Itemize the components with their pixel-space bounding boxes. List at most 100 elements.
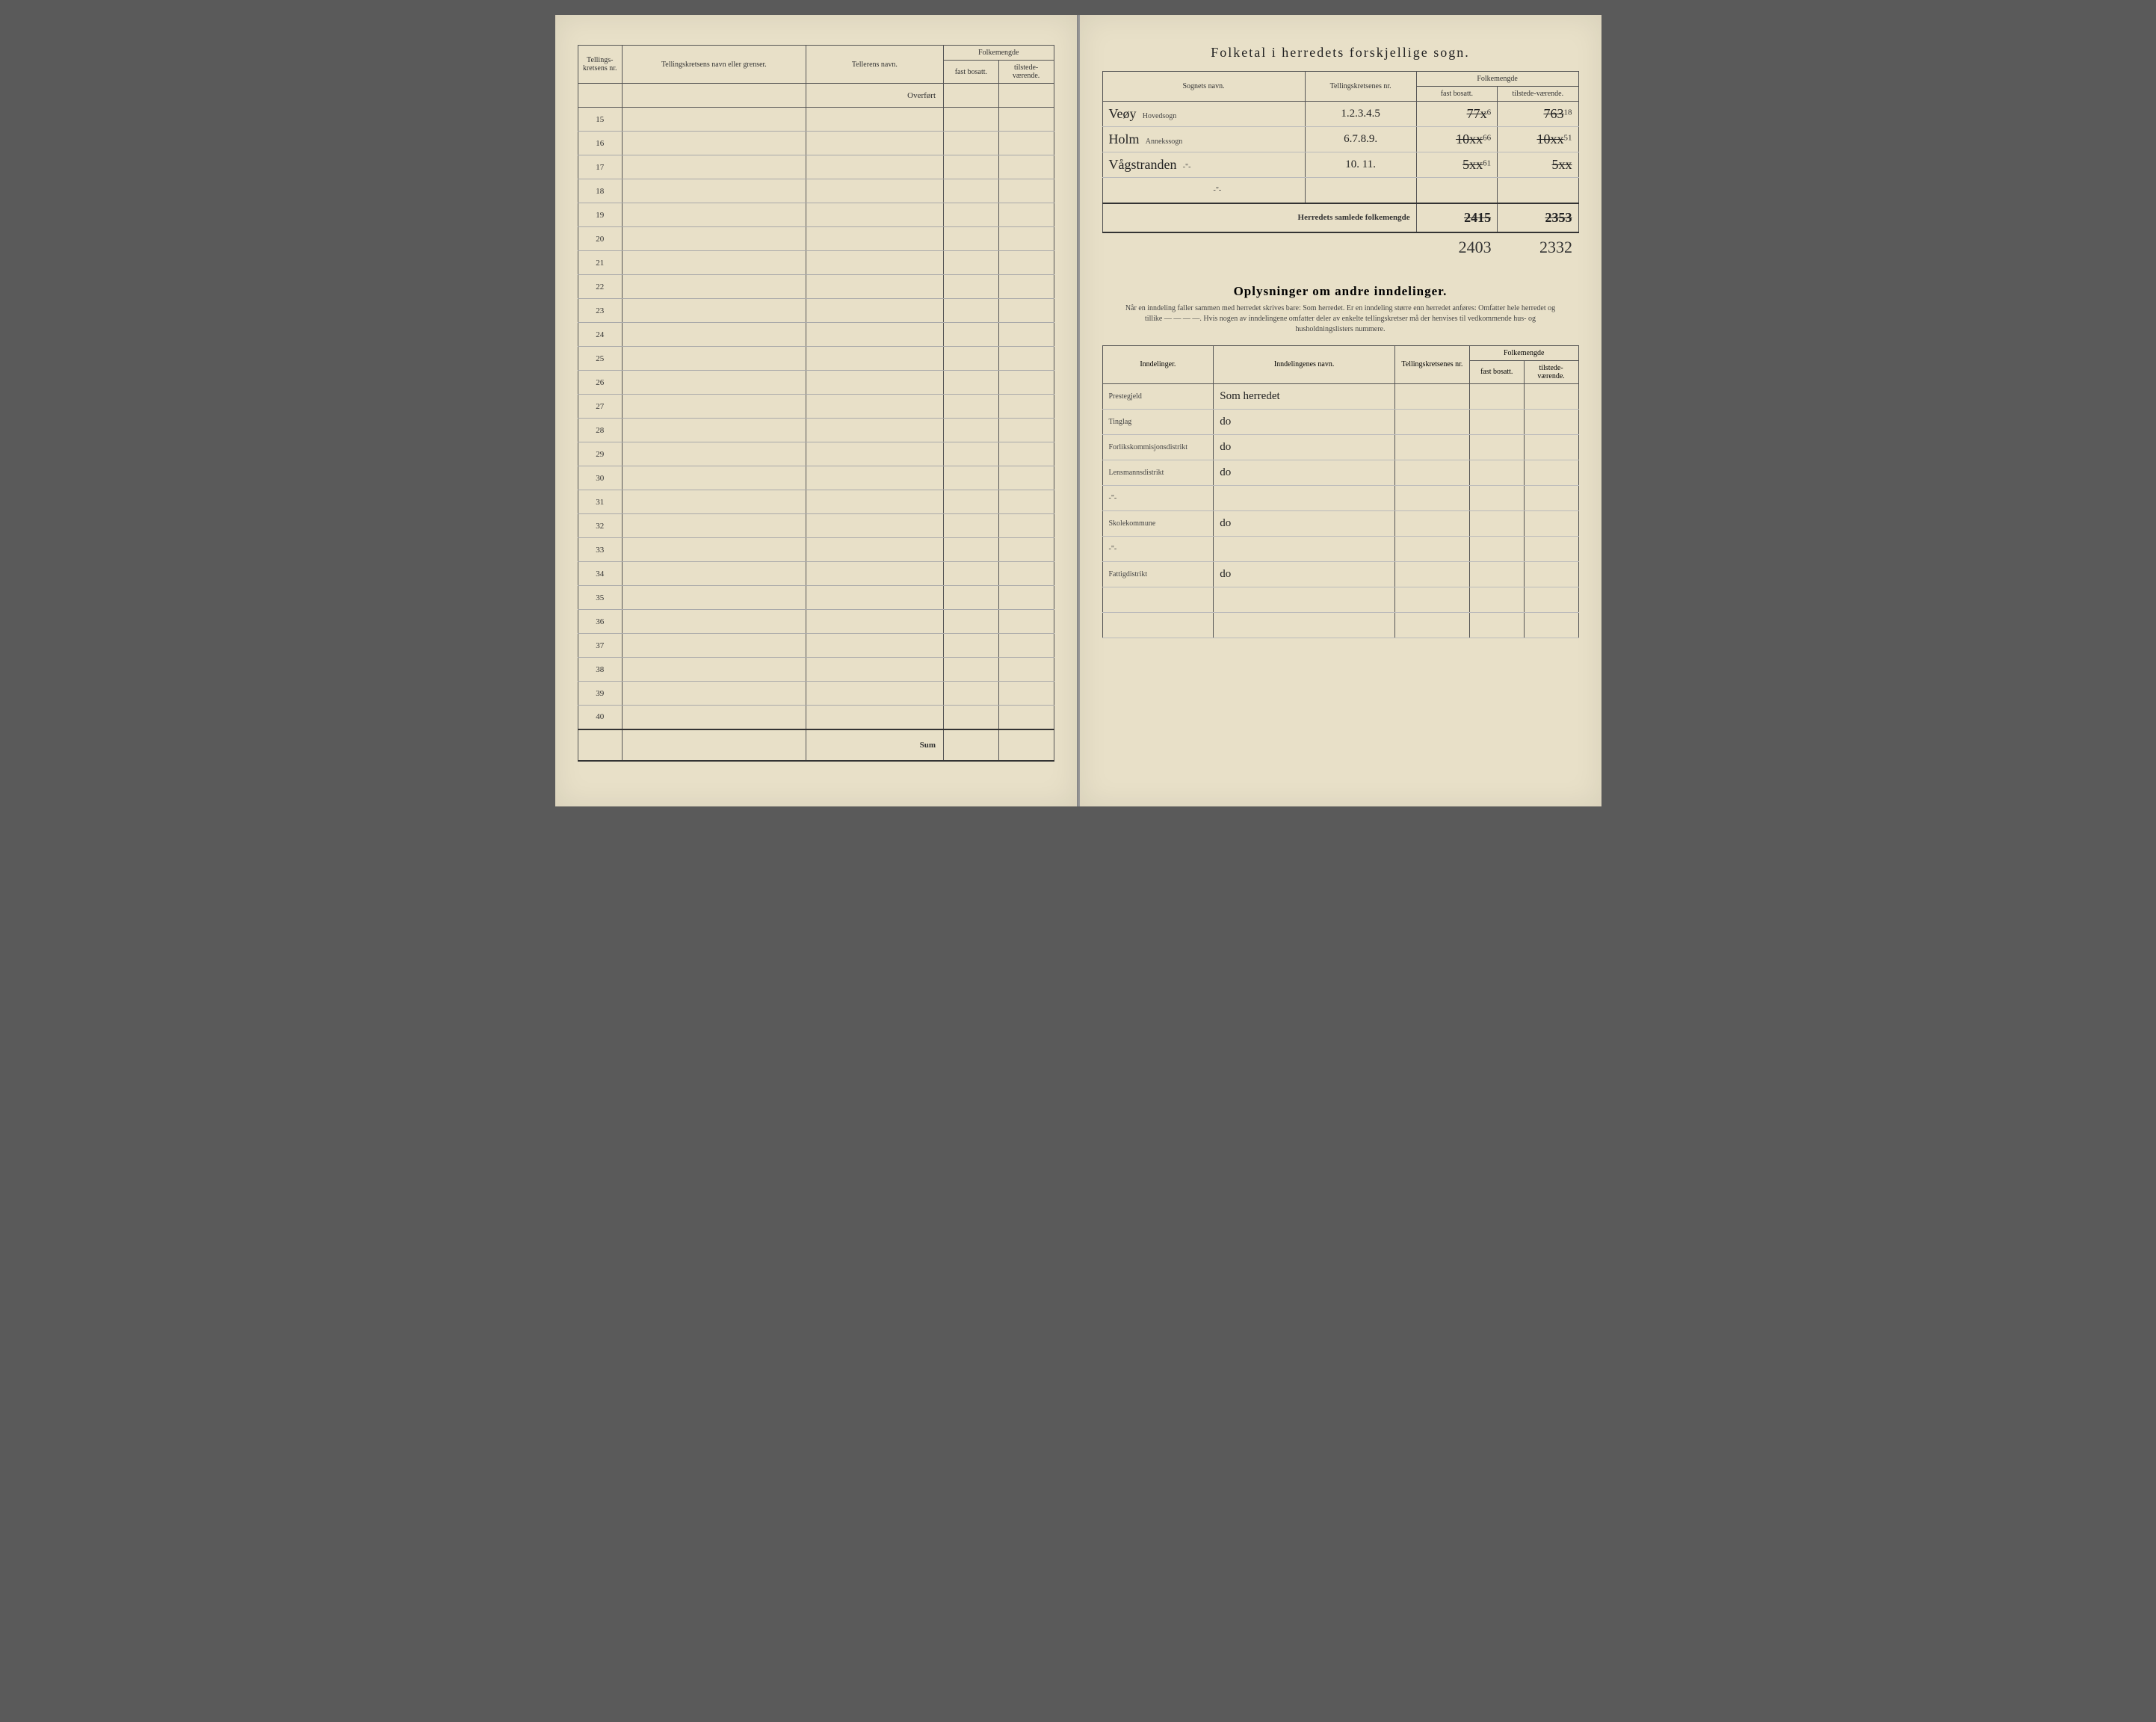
table-row: 32 bbox=[578, 514, 1054, 538]
table-row: 27 bbox=[578, 395, 1054, 419]
table-row: 33 bbox=[578, 538, 1054, 562]
inndel-val: do bbox=[1220, 441, 1231, 453]
row-nr: 32 bbox=[578, 514, 622, 538]
sogn-row: Veøy Hovedsogn1.2.3.4.577x676318 bbox=[1102, 102, 1578, 127]
table-row: 21 bbox=[578, 251, 1054, 275]
inndel-label: Fattigdistrikt bbox=[1102, 561, 1214, 587]
table-row: 24 bbox=[578, 323, 1054, 347]
til-old: 763 bbox=[1544, 106, 1564, 121]
sogn-table: Sognets navn. Tellingskretsenes nr. Folk… bbox=[1102, 71, 1579, 262]
row-nr: 27 bbox=[578, 395, 622, 419]
table-row: 16 bbox=[578, 132, 1054, 155]
samlede-fast-new: 2403 bbox=[1416, 232, 1497, 262]
row-nr: 16 bbox=[578, 132, 622, 155]
sogn-navn: Vågstranden bbox=[1109, 157, 1177, 172]
overfort-row: Overført bbox=[578, 84, 1054, 108]
row-nr: 20 bbox=[578, 227, 622, 251]
header-tilstede: tilstede-værende. bbox=[998, 61, 1054, 84]
til-corr: 51 bbox=[1564, 133, 1572, 142]
inndel-row: Forlikskommisjonsdistriktdo bbox=[1102, 434, 1578, 460]
document-spread: Tellings-kretsens nr. Tellingskretsens n… bbox=[555, 15, 1601, 806]
right-page: Folketal i herredets forskjellige sogn. … bbox=[1078, 15, 1601, 806]
sogn-navn: Holm bbox=[1109, 132, 1140, 146]
table-row: 36 bbox=[578, 610, 1054, 634]
row-nr: 40 bbox=[578, 706, 622, 729]
fast-old: 77x bbox=[1467, 106, 1487, 121]
table-row: 17 bbox=[578, 155, 1054, 179]
til-old: 5xx bbox=[1552, 157, 1572, 172]
row-nr: 24 bbox=[578, 323, 622, 347]
left-page: Tellings-kretsens nr. Tellingskretsens n… bbox=[555, 15, 1078, 806]
row-nr: 34 bbox=[578, 562, 622, 586]
row-nr: 28 bbox=[578, 419, 622, 442]
h-kretser: Tellingskretsenes nr. bbox=[1305, 72, 1416, 102]
inndel-row: Skolekommune do bbox=[1102, 510, 1578, 536]
inndel-row: Fattigdistriktdo bbox=[1102, 561, 1578, 587]
sogn-navn: Veøy bbox=[1109, 106, 1137, 121]
table-row: 40 bbox=[578, 706, 1054, 729]
samlede-til-old: 2353 bbox=[1545, 210, 1572, 225]
table-row: 22 bbox=[578, 275, 1054, 299]
sogn-type: Annekssogn bbox=[1146, 138, 1182, 146]
inndel-val: do bbox=[1220, 416, 1231, 428]
table-row: 19 bbox=[578, 203, 1054, 227]
inndel-label bbox=[1102, 612, 1214, 638]
oplysninger-title: Oplysninger om andre inndelinger. bbox=[1102, 284, 1579, 299]
row-nr: 21 bbox=[578, 251, 622, 275]
sogn-title: Folketal i herredets forskjellige sogn. bbox=[1102, 45, 1579, 61]
samlede-label: Herredets samlede folkemengde bbox=[1102, 203, 1416, 232]
header-fast: fast bosatt. bbox=[944, 61, 999, 84]
row-nr: 37 bbox=[578, 634, 622, 658]
ih-innd: Inndelinger. bbox=[1102, 345, 1214, 383]
inndel-table: Inndelinger. Inndelingenes navn. Telling… bbox=[1102, 345, 1579, 638]
table-row: 34 bbox=[578, 562, 1054, 586]
sogn-row: Vågstranden -"-10. 11.5xx615xx bbox=[1102, 152, 1578, 178]
table-row: 39 bbox=[578, 682, 1054, 706]
header-folkemengde: Folkemengde bbox=[944, 46, 1054, 61]
ih-til: tilstede-værende. bbox=[1524, 360, 1578, 383]
row-nr: 36 bbox=[578, 610, 622, 634]
inndel-row bbox=[1102, 587, 1578, 612]
header-nr: Tellings-kretsens nr. bbox=[578, 46, 622, 84]
table-row: 18 bbox=[578, 179, 1054, 203]
table-row: 15 bbox=[578, 108, 1054, 132]
table-row: 35 bbox=[578, 586, 1054, 610]
row-nr: 30 bbox=[578, 466, 622, 490]
table-row: 28 bbox=[578, 419, 1054, 442]
samlede-til-new: 2332 bbox=[1498, 232, 1578, 262]
inndel-val: do bbox=[1220, 517, 1231, 529]
h-til: tilstede-værende. bbox=[1498, 87, 1578, 102]
row-nr: 29 bbox=[578, 442, 622, 466]
table-row: 30 bbox=[578, 466, 1054, 490]
inndel-val: do bbox=[1220, 466, 1231, 478]
left-census-table: Tellings-kretsens nr. Tellingskretsens n… bbox=[578, 45, 1054, 762]
fast-corr: 6 bbox=[1487, 108, 1492, 117]
h-sogn: Sognets navn. bbox=[1102, 72, 1305, 102]
sogn-kretser: 6.7.8.9. bbox=[1305, 127, 1416, 152]
inndel-label: Tinglag bbox=[1102, 409, 1214, 434]
fast-old: 10xx bbox=[1456, 132, 1483, 146]
ih-folkemengde: Folkemengde bbox=[1469, 345, 1578, 360]
row-nr: 23 bbox=[578, 299, 622, 323]
sogn-kretser: 10. 11. bbox=[1305, 152, 1416, 178]
ih-navn: Inndelingenes navn. bbox=[1214, 345, 1395, 383]
inndel-row: PrestegjeldSom herredet bbox=[1102, 383, 1578, 409]
sogn-kretser: 1.2.3.4.5 bbox=[1305, 102, 1416, 127]
oplysninger-sub: Når en inndeling faller sammen med herre… bbox=[1117, 303, 1564, 335]
inndel-val: Som herredet bbox=[1220, 390, 1279, 402]
header-navn: Tellingskretsens navn eller grenser. bbox=[622, 46, 806, 84]
row-nr: 38 bbox=[578, 658, 622, 682]
ih-kr: Tellingskretsenes nr. bbox=[1394, 345, 1469, 383]
sum-row: Sum bbox=[578, 729, 1054, 761]
table-row: 31 bbox=[578, 490, 1054, 514]
row-nr: 17 bbox=[578, 155, 622, 179]
header-teller: Tellerens navn. bbox=[806, 46, 943, 84]
samlede-new-row: 2403 2332 bbox=[1102, 232, 1578, 262]
inndel-label: Skolekommune bbox=[1102, 510, 1214, 536]
row-nr: 39 bbox=[578, 682, 622, 706]
fast-corr: 61 bbox=[1483, 158, 1491, 167]
fast-corr: 66 bbox=[1483, 133, 1491, 142]
inndel-row: -"- bbox=[1102, 485, 1578, 510]
inndel-label: -"- bbox=[1102, 536, 1214, 561]
inndel-row: Tinglag do bbox=[1102, 409, 1578, 434]
